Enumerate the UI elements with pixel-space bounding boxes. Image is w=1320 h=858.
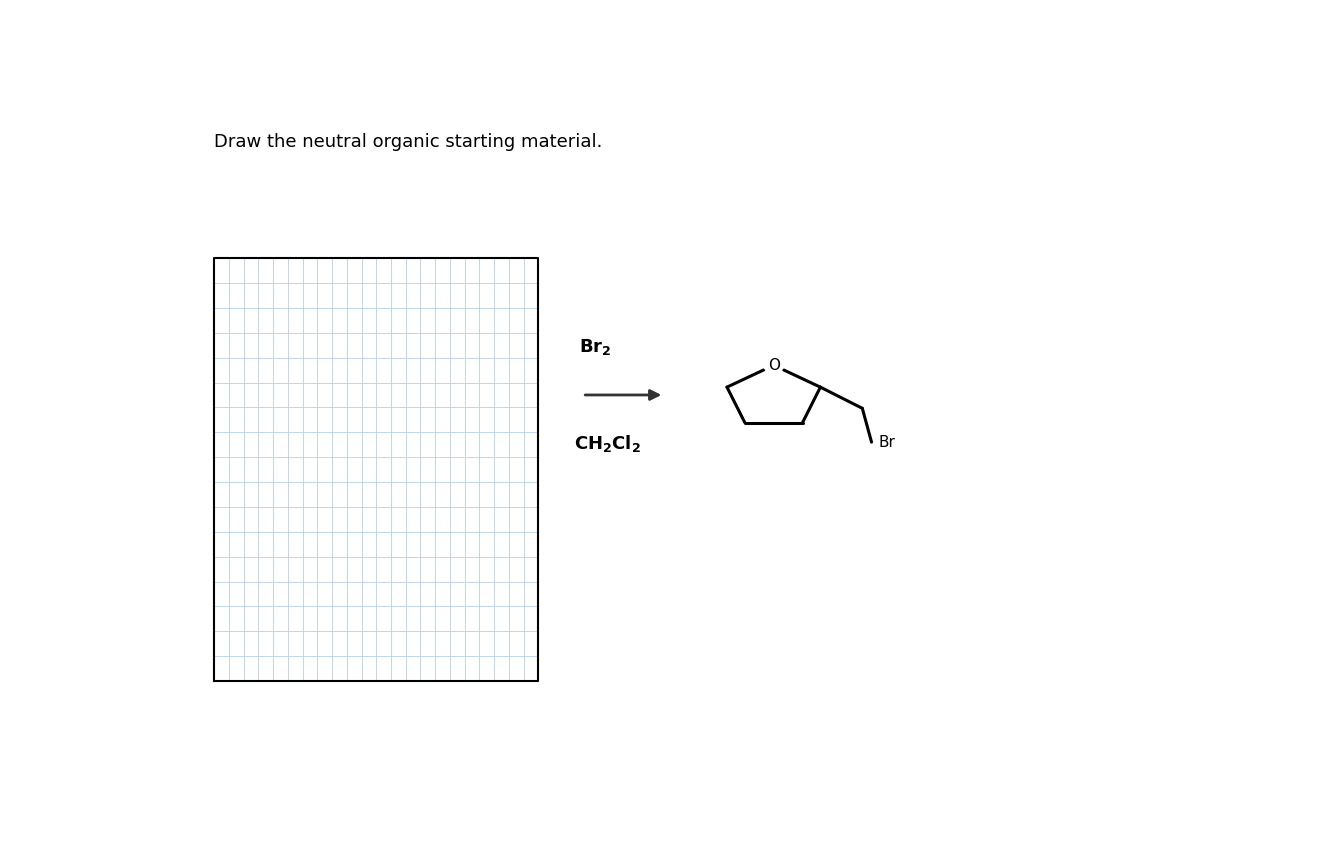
Circle shape [763, 359, 784, 372]
Text: $\mathbf{CH_2Cl_2}$: $\mathbf{CH_2Cl_2}$ [574, 433, 642, 454]
Text: Draw the neutral organic starting material.: Draw the neutral organic starting materi… [214, 133, 602, 151]
Text: Br: Br [879, 435, 895, 450]
Text: O: O [768, 358, 780, 372]
Text: $\mathbf{Br_2}$: $\mathbf{Br_2}$ [579, 337, 612, 357]
